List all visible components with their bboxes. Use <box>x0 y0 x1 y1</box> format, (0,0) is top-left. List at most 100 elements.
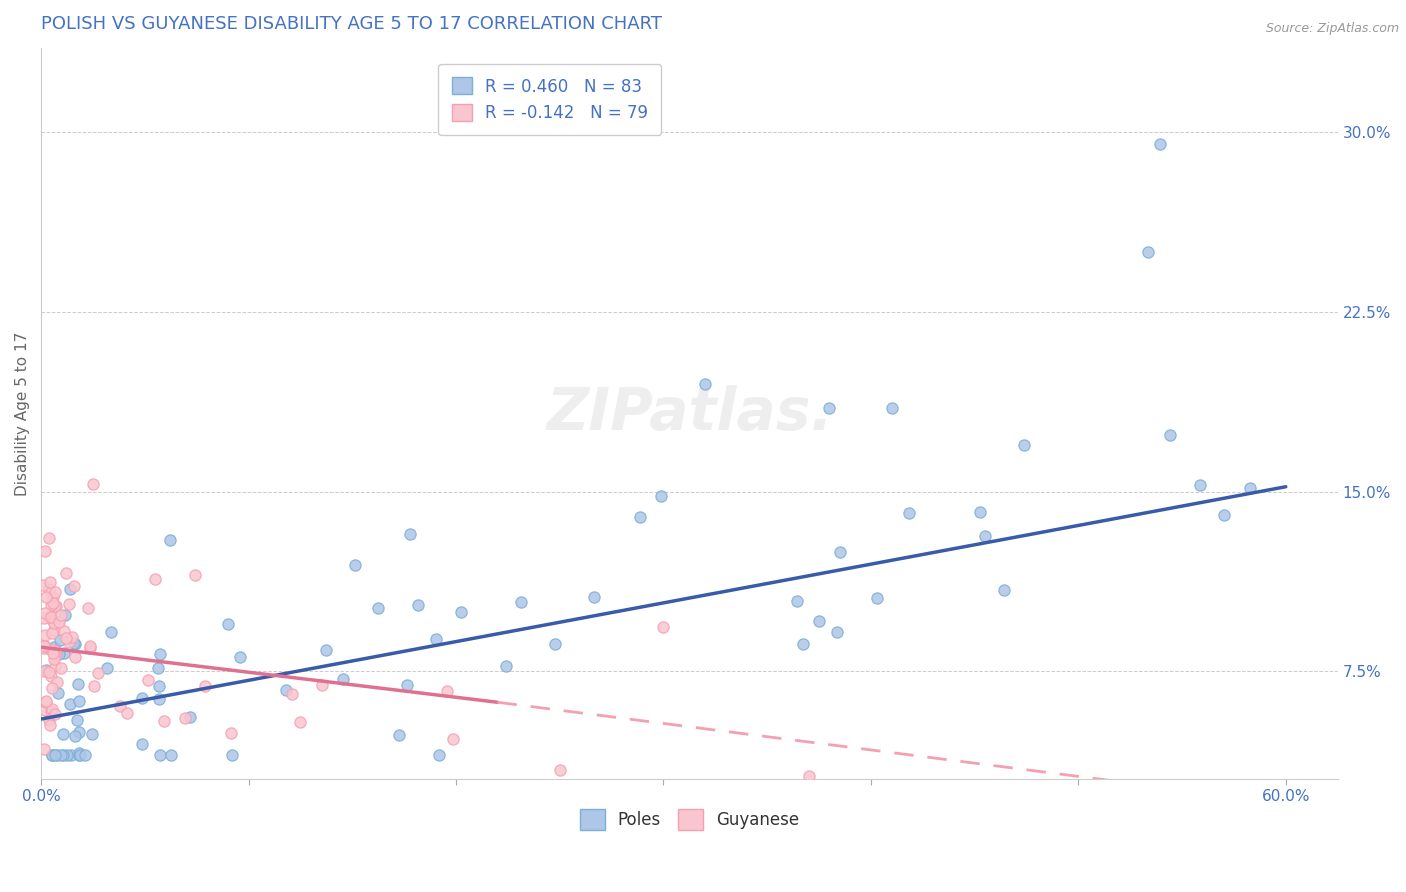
Point <box>32 578 55 592</box>
Point <box>184 568 207 582</box>
Point <box>315 642 337 657</box>
Point <box>63 729 86 743</box>
Point <box>46 747 69 762</box>
Point <box>87 665 110 680</box>
Point <box>396 678 419 692</box>
Point <box>65 650 87 665</box>
Point <box>1188 478 1211 492</box>
Point <box>229 649 252 664</box>
Point <box>1239 481 1261 495</box>
Point <box>69 747 91 762</box>
Legend: Poles, Guyanese: Poles, Guyanese <box>572 803 806 837</box>
Point <box>67 694 90 708</box>
Point <box>38 609 60 624</box>
Point <box>53 624 76 639</box>
Point <box>63 579 86 593</box>
Point <box>35 694 58 708</box>
Text: Source: ZipAtlas.com: Source: ZipAtlas.com <box>1265 22 1399 36</box>
Point <box>67 747 90 762</box>
Point <box>865 591 887 605</box>
Point <box>146 660 169 674</box>
Point <box>290 714 312 729</box>
Point <box>1012 438 1035 452</box>
Point <box>34 628 56 642</box>
Point <box>44 616 66 631</box>
Point <box>44 747 66 762</box>
Point <box>583 591 606 605</box>
Point <box>34 606 56 620</box>
Point <box>45 599 67 613</box>
Point <box>786 593 808 607</box>
Point <box>49 661 72 675</box>
Point <box>32 639 55 653</box>
Point <box>39 718 62 732</box>
Point <box>450 605 472 619</box>
Point <box>62 635 84 649</box>
Point <box>44 706 66 721</box>
Point <box>34 639 56 653</box>
Point <box>39 642 62 657</box>
Point <box>42 623 65 637</box>
Point <box>59 697 82 711</box>
Point <box>1212 508 1234 522</box>
Point <box>797 769 820 783</box>
Point <box>367 601 389 615</box>
Point <box>42 590 65 604</box>
Point <box>406 598 429 612</box>
Point <box>38 713 60 727</box>
Point <box>311 678 333 692</box>
Point <box>388 728 411 742</box>
Point <box>41 681 63 695</box>
Point <box>880 401 903 415</box>
Point <box>52 747 75 762</box>
Point <box>38 665 60 679</box>
Point <box>544 637 567 651</box>
Point <box>48 647 70 661</box>
Point <box>221 747 243 762</box>
Point <box>56 747 79 762</box>
Point <box>59 582 82 596</box>
Point <box>149 747 172 762</box>
Point <box>41 747 63 762</box>
Point <box>495 659 517 673</box>
Point <box>35 663 58 677</box>
Point <box>650 490 672 504</box>
Point <box>136 673 159 688</box>
Point <box>44 640 66 654</box>
Point <box>59 747 82 762</box>
Point <box>1136 245 1159 260</box>
Point <box>174 711 197 725</box>
Y-axis label: Disability Age 5 to 17: Disability Age 5 to 17 <box>15 332 30 496</box>
Point <box>46 686 69 700</box>
Point <box>75 747 97 762</box>
Point <box>131 691 153 706</box>
Point <box>76 601 98 615</box>
Point <box>41 625 63 640</box>
Point <box>41 747 63 762</box>
Point <box>969 505 991 519</box>
Point <box>898 506 921 520</box>
Point <box>179 710 201 724</box>
Point <box>55 566 77 581</box>
Point <box>67 725 90 739</box>
Text: ZIPatlas.: ZIPatlas. <box>546 385 832 442</box>
Point <box>42 652 65 666</box>
Point <box>80 727 103 741</box>
Point <box>62 630 84 644</box>
Point <box>993 583 1015 598</box>
Point <box>159 533 181 547</box>
Point <box>1149 137 1171 152</box>
Point <box>58 635 80 649</box>
Point <box>39 598 62 612</box>
Point <box>818 401 841 415</box>
Point <box>1159 427 1181 442</box>
Point <box>38 531 60 545</box>
Point <box>79 639 101 653</box>
Point <box>79 641 101 656</box>
Point <box>153 714 176 729</box>
Point <box>160 747 183 762</box>
Point <box>35 590 58 604</box>
Point <box>41 701 63 715</box>
Point <box>792 637 814 651</box>
Point <box>53 608 76 623</box>
